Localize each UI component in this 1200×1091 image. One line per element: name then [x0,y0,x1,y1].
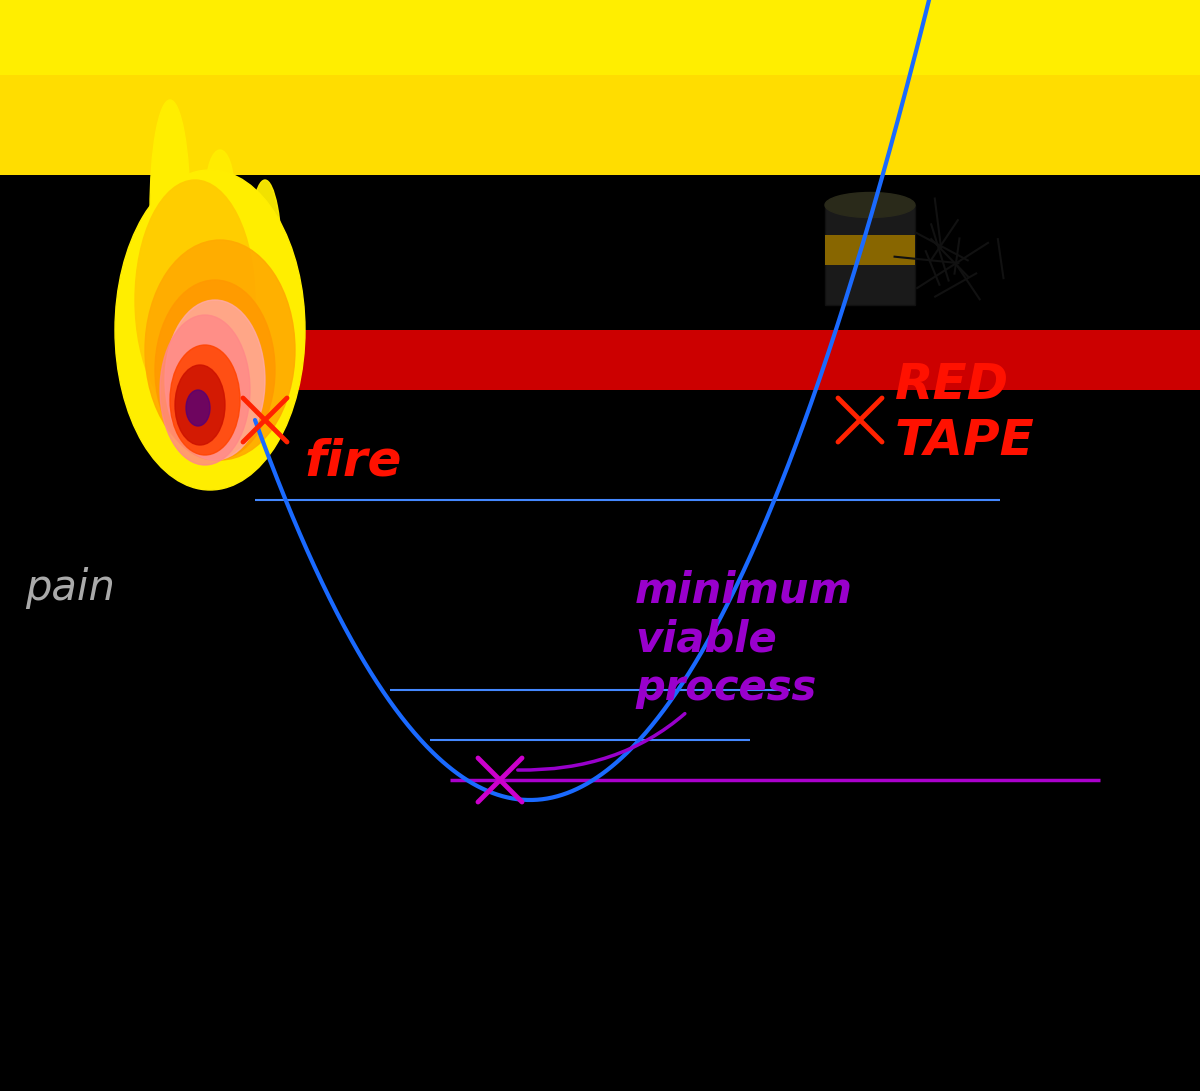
Ellipse shape [134,180,256,420]
Ellipse shape [145,240,295,460]
Ellipse shape [160,315,250,465]
Text: RED
TAPE: RED TAPE [895,361,1034,465]
Bar [0,0,1200,75]
Ellipse shape [186,389,210,425]
Text: fire: fire [305,437,402,485]
Ellipse shape [206,149,234,230]
Ellipse shape [166,300,265,460]
Bar [0,75,1200,175]
Bar [200,329,1200,389]
Ellipse shape [150,100,190,320]
Text: pain: pain [25,567,115,609]
Ellipse shape [170,345,240,455]
Bar [826,205,916,305]
Bar [826,235,916,265]
Ellipse shape [175,365,226,445]
Ellipse shape [155,280,275,460]
Ellipse shape [826,192,916,217]
Text: minimum
viable
process: minimum viable process [517,570,853,770]
Ellipse shape [115,170,305,490]
Ellipse shape [247,180,282,360]
